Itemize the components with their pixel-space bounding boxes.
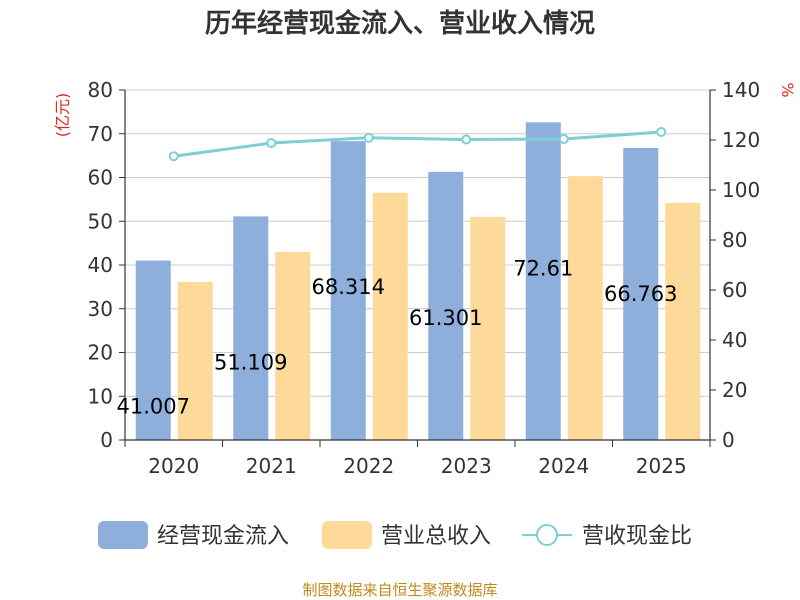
bar-revenue: [665, 202, 701, 440]
bars: [135, 122, 701, 441]
right-tick-label: 60: [722, 278, 747, 302]
bar-revenue: [470, 216, 506, 440]
legend-label-ratio: 营收现金比: [582, 524, 692, 549]
chart-title: 历年经营现金流入、营业收入情况: [205, 8, 595, 39]
bar-cash-inflow: [623, 147, 659, 441]
x-tick-label: 2024: [538, 454, 589, 478]
bar-revenue: [567, 176, 603, 440]
bar-cash-inflow: [330, 141, 366, 440]
left-tick-label: 50: [88, 209, 113, 233]
left-tick-label: 60: [88, 166, 113, 190]
right-tick-label: 0: [722, 428, 735, 452]
left-tick-label: 20: [88, 341, 113, 365]
bar-cash-inflow: [233, 216, 269, 440]
x-tick-label: 2023: [441, 454, 492, 478]
legend-label-revenue: 营业总收入: [381, 524, 491, 549]
legend-swatch-revenue: [322, 521, 372, 549]
x-tick-label: 2022: [343, 454, 394, 478]
bar-data-label: 51.109: [214, 350, 287, 374]
axes: 0 10 20 30 40 50 60 70 80 0 20 40 60 80 100 120 140 2020 2…: [88, 78, 761, 478]
right-tick-label: 80: [722, 228, 747, 252]
bar-revenue: [372, 192, 408, 440]
left-axis-unit: (亿元): [53, 93, 72, 138]
right-tick-label: 140: [722, 78, 760, 102]
bar-cash-inflow: [135, 260, 171, 440]
data-labels: 41.007 51.109 68.314 61.301 72.61 66.763: [117, 256, 678, 418]
ratio-point: [363, 132, 374, 143]
legend-marker-ratio: [536, 524, 558, 546]
left-tick-label: 10: [88, 384, 113, 408]
bar-data-label: 61.301: [409, 306, 482, 330]
x-tick-label: 2020: [148, 454, 199, 478]
ratio-line: [168, 127, 667, 162]
left-tick-label: 0: [100, 428, 113, 452]
bar-cash-inflow: [428, 171, 464, 441]
right-tick-label: 100: [722, 178, 760, 202]
ratio-point: [168, 151, 179, 162]
left-tick-label: 70: [88, 122, 113, 146]
source-note: 制图数据来自恒生聚源数据库: [302, 581, 497, 599]
ratio-point: [656, 127, 667, 137]
ratio-point: [266, 138, 277, 148]
bar-revenue: [275, 251, 311, 440]
right-tick-label: 40: [722, 328, 747, 352]
bar-cash-inflow: [525, 122, 561, 441]
bar-data-label: 41.007: [117, 395, 190, 419]
right-tick-label: 20: [722, 378, 747, 402]
bar-data-label: 68.314: [312, 275, 385, 299]
grid: [125, 89, 710, 397]
right-tick-label: 120: [722, 128, 760, 152]
ratio-line-path: [173, 130, 662, 158]
bar-revenue: [177, 282, 213, 440]
legend-swatch-cash-inflow: [98, 521, 148, 549]
left-tick-label: 80: [88, 78, 113, 102]
ratio-point: [558, 134, 569, 144]
legend: 经营现金流入 营业总收入 营收现金比: [98, 521, 692, 549]
x-tick-label: 2025: [636, 454, 687, 478]
bar-data-label: 72.61: [513, 256, 573, 280]
x-tick-label: 2021: [246, 454, 297, 478]
legend-label-cash-inflow: 经营现金流入: [157, 524, 289, 549]
bar-data-label: 66.763: [604, 282, 677, 306]
ratio-point: [461, 134, 472, 145]
right-axis-unit: %: [778, 82, 797, 97]
left-tick-label: 30: [88, 297, 113, 321]
left-tick-label: 40: [88, 253, 113, 277]
